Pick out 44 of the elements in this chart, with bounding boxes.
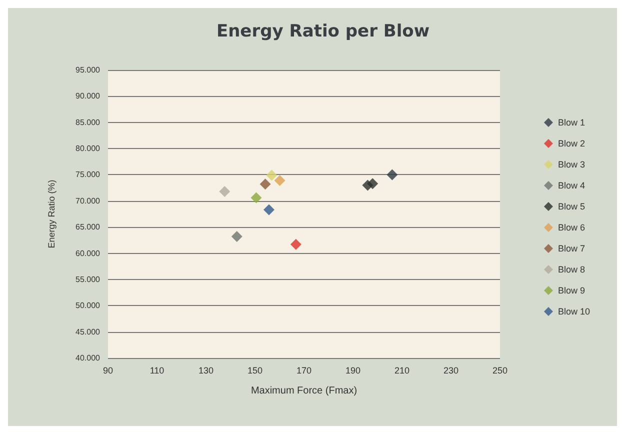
y-tick-label: 75.000 [76,170,101,180]
point [266,170,278,181]
legend-label: Blow 7 [558,244,585,254]
y-tick-label: 85.000 [76,118,101,127]
chart-title: Energy Ratio per Blow [216,22,430,42]
legend-label: Blow 2 [558,138,585,148]
x-tick-label: 250 [492,366,508,376]
point [250,192,262,204]
x-axis-title: Maximum Force (Fmax) [250,386,358,396]
y-tick-label: 70.000 [76,196,101,206]
x-tick-label: 190 [345,366,361,376]
x-tick-label: 90 [102,366,114,376]
x-tick-label: 210 [394,366,410,376]
y-tick-label: 80.000 [76,144,101,154]
x-tick-label: 230 [443,366,459,376]
point [260,178,271,190]
y-axis-title: Energy Ratio (%) [46,180,56,248]
point [219,186,230,197]
y-tick-label: 45.000 [76,327,101,336]
legend-label: Blow 6 [558,222,585,232]
legend-label: Blow 5 [558,202,585,212]
legend-label: Blow 10 [558,306,590,316]
y-tick-label: 60.000 [76,248,101,258]
x-tick-label: 110 [150,366,164,376]
point [367,178,378,190]
y-tick-label: 55.000 [76,274,101,284]
y-tick-label: 90.000 [76,92,101,101]
legend-label: Blow 9 [558,286,585,296]
legend-label: Blow 3 [558,160,585,170]
x-tick-label: 150 [247,366,263,376]
y-tick-label: 65.000 [76,222,101,232]
point [274,174,286,186]
point [231,231,242,242]
legend-label: Blow 1 [558,118,585,128]
legend-label: Blow 8 [558,264,585,274]
x-tick-label: 130 [198,366,214,376]
y-tick-label: 95.000 [76,66,101,74]
y-tick-label: 50.000 [76,301,101,310]
y-tick-label: 40.000 [76,354,101,362]
point [290,238,302,250]
x-tick-label: 170 [296,366,312,376]
legend-label: Blow 4 [558,180,585,190]
point [386,169,398,180]
point [263,204,274,216]
